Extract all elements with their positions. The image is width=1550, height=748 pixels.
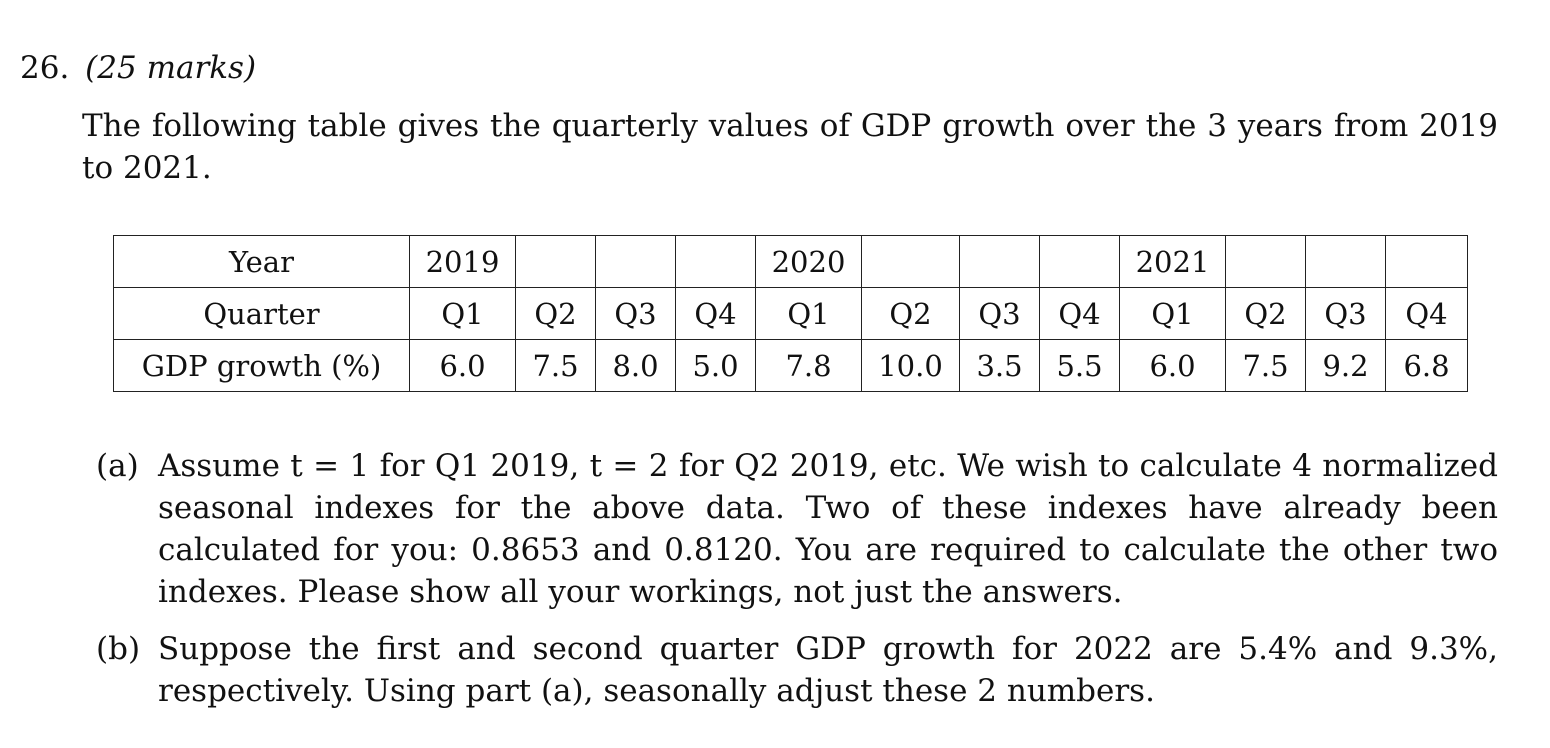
question-number: 26. [20,50,70,86]
year-cell: 2019 [409,235,516,288]
growth-cell: 7.5 [1225,339,1306,392]
row-label-quarter: Quarter [113,287,410,340]
year-cell [1305,235,1386,288]
growth-cell: 6.0 [1119,339,1226,392]
quarter-cell: Q2 [515,287,596,340]
question-heading: 26. (25 marks) [20,48,256,88]
part-text: Assume t = 1 for Q1 2019, t = 2 for Q2 2… [158,448,1498,610]
growth-cell: 7.5 [515,339,596,392]
quarter-cell: Q3 [595,287,676,340]
growth-cell: 6.8 [1385,339,1468,392]
year-cell [675,235,756,288]
quarter-cell: Q1 [409,287,516,340]
part-b: (b) Suppose the first and second quarter… [96,628,1498,712]
part-a: (a) Assume t = 1 for Q1 2019, t = 2 for … [96,445,1498,613]
year-cell [1385,235,1468,288]
gdp-growth-table: Year 2019 2020 2021 Quarter Q1 Q2 Q3 Q4 … [113,235,1468,392]
quarter-cell: Q4 [1039,287,1120,340]
growth-cell: 3.5 [959,339,1040,392]
growth-cell: 9.2 [1305,339,1386,392]
quarter-cell: Q4 [1385,287,1468,340]
quarter-cell: Q4 [675,287,756,340]
year-cell: 2020 [755,235,862,288]
year-cell [1039,235,1120,288]
quarter-row: Quarter Q1 Q2 Q3 Q4 Q1 Q2 Q3 Q4 Q1 Q2 Q3… [113,287,1468,340]
growth-row: GDP growth (%) 6.0 7.5 8.0 5.0 7.8 10.0 … [113,339,1468,392]
year-cell [515,235,596,288]
year-cell [1225,235,1306,288]
row-label-growth: GDP growth (%) [113,339,410,392]
question-intro: The following table gives the quarterly … [82,108,1498,186]
quarter-cell: Q1 [755,287,862,340]
part-label: (a) [96,448,139,484]
growth-cell: 8.0 [595,339,676,392]
question-parts: (a) Assume t = 1 for Q1 2019, t = 2 for … [96,445,1498,727]
row-label-year: Year [113,235,410,288]
quarter-cell: Q2 [1225,287,1306,340]
year-cell [959,235,1040,288]
year-cell: 2021 [1119,235,1226,288]
growth-cell: 5.0 [675,339,756,392]
quarter-cell: Q2 [861,287,960,340]
growth-cell: 5.5 [1039,339,1120,392]
growth-cell: 10.0 [861,339,960,392]
question-marks: (25 marks) [85,50,257,86]
quarter-cell: Q1 [1119,287,1226,340]
part-label: (b) [96,631,141,667]
part-text: Suppose the first and second quarter GDP… [158,631,1498,709]
quarter-cell: Q3 [959,287,1040,340]
quarter-cell: Q3 [1305,287,1386,340]
growth-cell: 7.8 [755,339,862,392]
growth-cell: 6.0 [409,339,516,392]
year-row: Year 2019 2020 2021 [113,235,1468,288]
year-cell [861,235,960,288]
year-cell [595,235,676,288]
